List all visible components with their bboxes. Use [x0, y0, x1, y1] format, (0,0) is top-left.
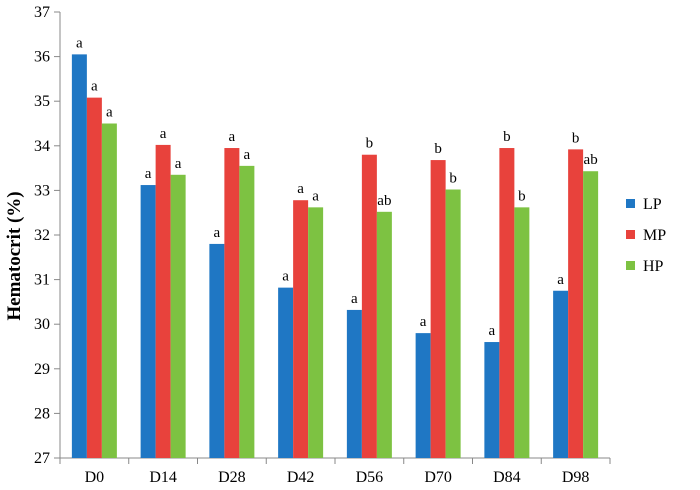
bar-lp [140, 185, 156, 458]
y-axis: 27 28 29 30 31 32 33 34 35 36 37 [34, 4, 61, 467]
bar-mp [86, 97, 102, 458]
bar-hp [376, 211, 392, 458]
y-axis-title: Hematocrit (%) [4, 191, 25, 320]
y-tick-label: 28 [34, 405, 50, 422]
x-tick-label: D84 [493, 469, 521, 486]
bar-lp [415, 333, 431, 458]
bar-lp [484, 342, 500, 458]
significance-label: a [557, 272, 564, 288]
significance-label: a [489, 323, 496, 339]
x-tick-label: D42 [287, 469, 315, 486]
bars [71, 54, 599, 459]
bar-mp [430, 160, 446, 458]
significance-label: a [76, 35, 83, 51]
legend-label: HP [643, 258, 664, 275]
y-tick-label: 32 [34, 227, 50, 244]
y-tick-label: 35 [34, 93, 50, 110]
legend: LP MP HP [626, 196, 666, 275]
significance-label: a [145, 166, 152, 182]
legend-label: MP [643, 227, 666, 244]
y-tick-label: 36 [34, 49, 50, 66]
bar-lp [209, 243, 225, 458]
significance-label: b [503, 129, 511, 145]
bar-lp [553, 290, 569, 458]
significance-label: ab [377, 193, 391, 209]
significance-label: b [572, 130, 580, 146]
significance-label: b [366, 136, 374, 152]
bar-hp [170, 174, 186, 459]
x-tick-label: D56 [356, 469, 384, 486]
x-tick-label: D98 [562, 469, 590, 486]
significance-label: a [91, 79, 98, 95]
significance-label: ab [584, 152, 598, 168]
y-tick-label: 31 [34, 272, 50, 289]
bar-hp [514, 207, 530, 458]
significance-label: a [351, 291, 358, 307]
legend-swatch-hp [626, 261, 635, 270]
x-tick-label: D28 [218, 469, 246, 486]
bar-mp [568, 149, 584, 459]
bar-mp [293, 200, 309, 458]
legend-swatch-mp [626, 230, 635, 239]
significance-label: b [434, 141, 442, 157]
bar-hp [239, 165, 255, 458]
significance-label: a [229, 129, 236, 145]
significance-label: a [282, 269, 289, 285]
bar-lp [278, 287, 294, 458]
significance-label: b [518, 188, 526, 204]
bar-lp [346, 309, 362, 458]
bar-mp [224, 148, 240, 458]
y-tick-label: 27 [34, 450, 50, 467]
x-tick-label: D70 [424, 469, 452, 486]
x-tick-label: D14 [149, 469, 177, 486]
bar-hp [101, 123, 117, 458]
significance-label: a [312, 188, 319, 204]
legend-label: LP [643, 196, 662, 213]
y-tick-label: 34 [34, 138, 50, 155]
significance-label: a [214, 225, 221, 241]
significance-label: a [420, 314, 427, 330]
y-tick-label: 33 [34, 182, 50, 199]
significance-label: a [244, 147, 251, 163]
significance-label: a [297, 181, 304, 197]
bar-mp [361, 154, 377, 458]
bar-mp [499, 148, 515, 458]
bar-hp [445, 189, 461, 458]
legend-swatch-lp [626, 199, 635, 208]
x-axis: D0 D14 D28 D42 D56 D70 D84 D98 [59, 457, 611, 486]
bar-lp [71, 54, 87, 459]
significance-label: a [160, 126, 167, 142]
significance-label: a [106, 105, 113, 121]
y-tick-label: 37 [34, 4, 50, 21]
x-tick-label: D0 [85, 469, 105, 486]
bar-hp [583, 171, 599, 459]
significance-label: a [175, 156, 182, 172]
y-tick-label: 30 [34, 316, 50, 333]
significance-label: b [449, 171, 457, 187]
y-tick-label: 29 [34, 361, 50, 378]
bar-mp [155, 144, 171, 458]
bar-hp [308, 207, 324, 458]
